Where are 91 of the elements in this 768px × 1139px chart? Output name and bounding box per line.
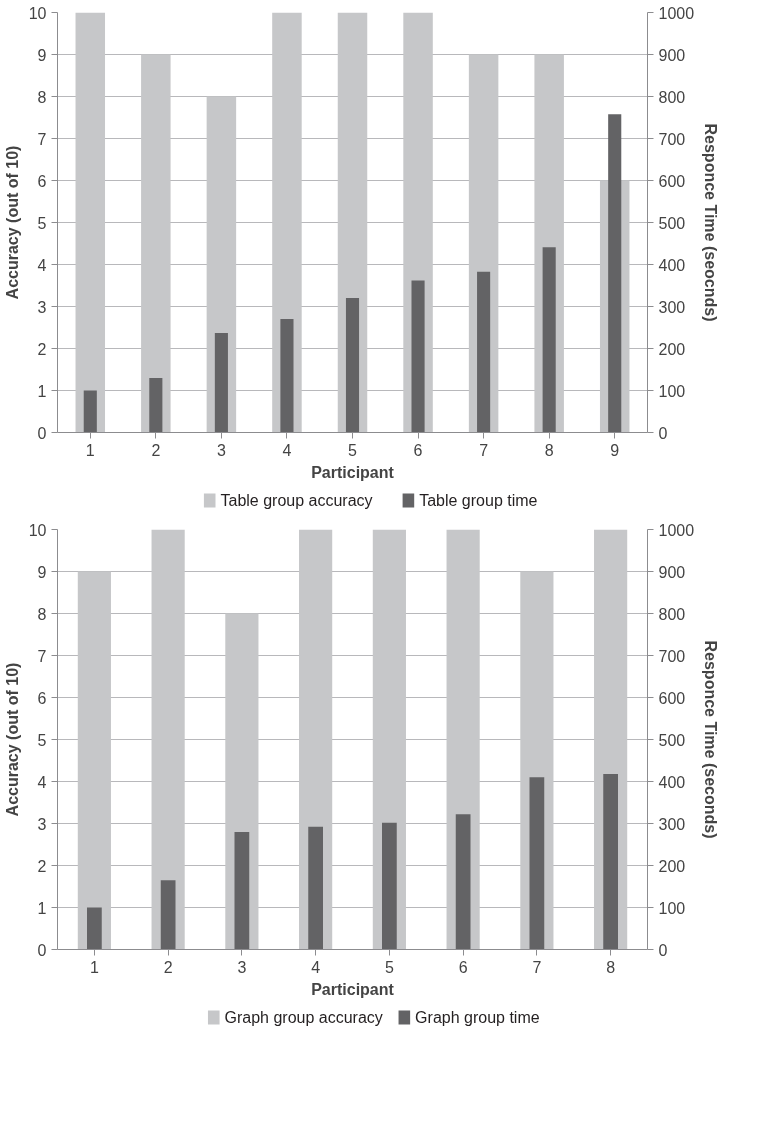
y2-tick-label: 400 — [658, 256, 686, 274]
y-tick-label: 8 — [37, 88, 47, 106]
y2-tick-label: 600 — [658, 172, 686, 190]
y-tick-label: 4 — [37, 773, 47, 791]
y2-tick-label: 100 — [658, 899, 686, 917]
y2-tick-label: 300 — [658, 298, 686, 316]
y-tick-label: 5 — [37, 731, 47, 749]
x-axis-title: Participant — [311, 980, 395, 998]
bar — [382, 822, 397, 950]
y2-tick-label: 200 — [658, 340, 686, 358]
y2-tick-label: 1000 — [658, 521, 695, 539]
legend-label: Table group time — [419, 492, 538, 509]
x-tick-label: 2 — [151, 441, 161, 459]
y2-tick-label: 900 — [658, 46, 686, 64]
y-tick-label: 2 — [37, 340, 47, 358]
y2-tick-label: 900 — [658, 563, 686, 581]
x-tick-label: 8 — [606, 958, 616, 976]
bar — [280, 319, 294, 433]
bar — [141, 54, 171, 433]
x-tick-label: 1 — [89, 958, 99, 976]
bar — [149, 377, 163, 433]
bar — [151, 529, 185, 950]
bar — [603, 773, 618, 950]
y-tick-label: 7 — [37, 130, 47, 148]
bar — [87, 907, 102, 950]
y-tick-label: 6 — [37, 172, 47, 190]
y2-tick-label: 400 — [658, 773, 686, 791]
y-tick-label: 1 — [37, 382, 47, 400]
y-tick-label: 4 — [37, 256, 47, 274]
y2-tick-label: 800 — [658, 605, 686, 623]
x-tick-label: 2 — [163, 958, 173, 976]
legend-label: Graph group accuracy — [224, 1009, 383, 1026]
y-tick-label: 5 — [37, 214, 47, 232]
x-tick-label: 3 — [237, 958, 247, 976]
bar — [83, 390, 97, 433]
y-tick-label: 10 — [28, 4, 47, 22]
y2-tick-label: 300 — [658, 815, 686, 833]
y-tick-label: 8 — [37, 605, 47, 623]
x-tick-label: 7 — [532, 958, 542, 976]
x-tick-label: 6 — [413, 441, 423, 459]
y2-tick-label: 700 — [658, 647, 686, 665]
x-tick-label: 6 — [458, 958, 468, 976]
y2-tick-label: 200 — [658, 857, 686, 875]
y-axis-title: Accuracy (out of 10) — [3, 662, 21, 817]
y-axis-title: Accuracy (out of 10) — [3, 145, 21, 300]
bar — [529, 777, 545, 950]
bar — [477, 271, 491, 433]
y-tick-label: 9 — [37, 46, 47, 64]
bar — [308, 826, 323, 950]
x-tick-label: 5 — [348, 441, 358, 459]
y-tick-label: 3 — [37, 298, 47, 316]
bar — [455, 814, 471, 950]
y2-tick-label: 0 — [658, 424, 668, 442]
y-tick-label: 0 — [37, 424, 47, 442]
bar — [542, 247, 556, 433]
y-tick-label: 10 — [28, 521, 47, 539]
y2-axis-title: Responce Time (seconds) — [702, 640, 720, 839]
bar — [77, 571, 111, 950]
y2-tick-label: 500 — [658, 731, 686, 749]
y2-axis-title: Responce Time (seocnds) — [702, 123, 720, 322]
y2-tick-label: 1000 — [658, 4, 695, 22]
y2-tick-label: 0 — [658, 941, 668, 959]
bar — [75, 12, 106, 433]
bar — [160, 880, 176, 950]
bar — [234, 831, 250, 950]
y-tick-label: 2 — [37, 857, 47, 875]
y-tick-label: 7 — [37, 647, 47, 665]
y2-tick-label: 600 — [658, 689, 686, 707]
x-tick-label: 9 — [610, 441, 620, 459]
y-tick-label: 3 — [37, 815, 47, 833]
y-tick-label: 9 — [37, 563, 47, 581]
legend-label: Graph group time — [415, 1009, 540, 1026]
bar — [345, 298, 360, 433]
y-tick-label: 1 — [37, 899, 47, 917]
x-axis-title: Participant — [311, 463, 395, 481]
y2-tick-label: 100 — [658, 382, 686, 400]
x-tick-label: 4 — [311, 958, 321, 976]
x-tick-label: 7 — [479, 441, 489, 459]
y-tick-label: 0 — [37, 941, 47, 959]
y-tick-label: 6 — [37, 689, 47, 707]
bar — [214, 332, 228, 433]
x-tick-label: 5 — [384, 958, 394, 976]
x-tick-label: 4 — [282, 441, 292, 459]
x-tick-label: 8 — [544, 441, 554, 459]
x-tick-label: 3 — [216, 441, 226, 459]
x-tick-label: 1 — [85, 441, 95, 459]
y2-tick-label: 500 — [658, 214, 686, 232]
y2-tick-label: 700 — [658, 130, 686, 148]
bar — [411, 280, 425, 433]
legend-label: Table group accuracy — [220, 492, 373, 509]
y2-tick-label: 800 — [658, 88, 686, 106]
